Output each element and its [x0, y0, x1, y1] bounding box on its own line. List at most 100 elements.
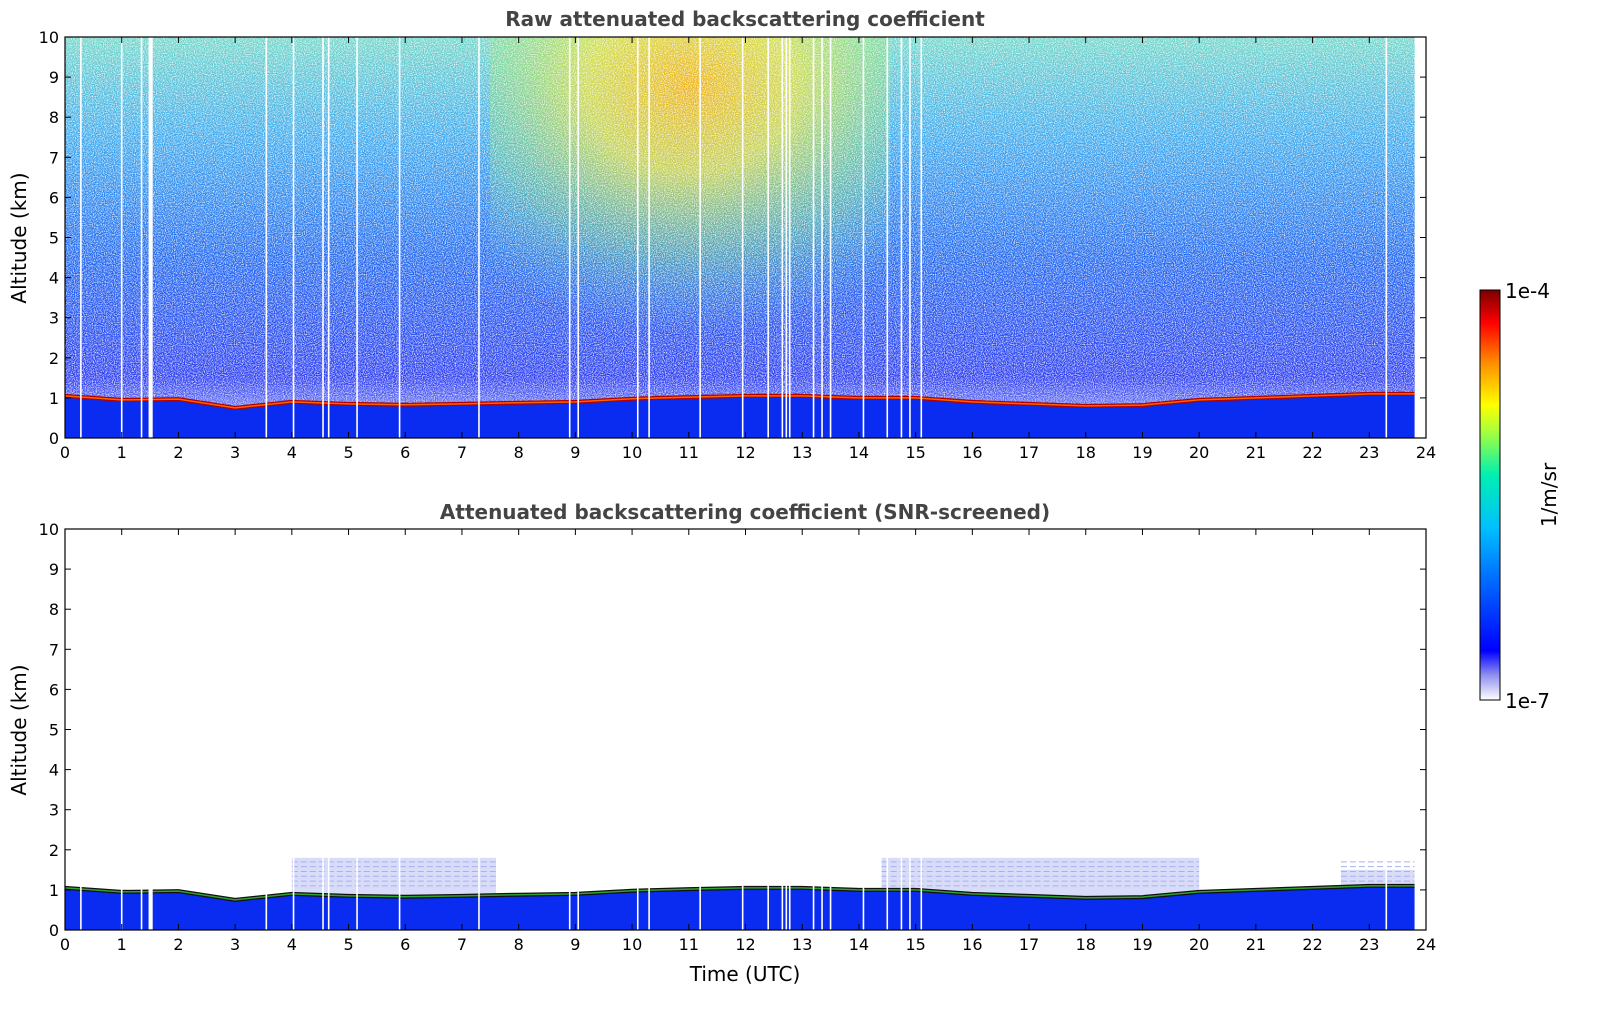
y-tick-label: 4 — [49, 761, 59, 780]
data-gap — [829, 37, 832, 438]
y-tick-label: 6 — [49, 188, 59, 207]
data-gap — [356, 529, 358, 930]
x-tick-label: 21 — [1246, 935, 1266, 954]
data-gap — [327, 37, 330, 438]
x-tick-label: 9 — [570, 443, 580, 462]
data-gap — [909, 529, 911, 930]
data-gap — [327, 529, 330, 930]
x-tick-label: 20 — [1189, 443, 1209, 462]
x-tick-label: 14 — [849, 935, 869, 954]
x-tick-label: 21 — [1246, 443, 1266, 462]
x-tick-label: 18 — [1076, 935, 1096, 954]
x-tick-label: 18 — [1076, 443, 1096, 462]
x-tick-label: 0 — [60, 443, 70, 462]
x-tick-label: 19 — [1132, 935, 1152, 954]
x-tick-label: 24 — [1416, 935, 1436, 954]
y-tick-label: 5 — [49, 721, 59, 740]
x-tick-label: 16 — [962, 443, 982, 462]
y-tick-label: 2 — [49, 349, 59, 368]
y-tick-label: 4 — [49, 269, 59, 288]
colorbar-min-label: 1e-7 — [1505, 689, 1550, 713]
x-tick-label: 22 — [1302, 443, 1322, 462]
x-tick-label: 9 — [570, 935, 580, 954]
y-tick-label: 1 — [49, 881, 59, 900]
data-gap — [821, 529, 823, 930]
data-gap — [398, 529, 401, 930]
y-tick-label: 2 — [49, 841, 59, 860]
colorbar-unit-label: 1/m/sr — [1537, 462, 1561, 527]
x-tick-label: 7 — [457, 443, 467, 462]
y-tick-label: 7 — [49, 148, 59, 167]
data-gap — [909, 37, 911, 438]
data-gap — [920, 37, 923, 438]
x-tick-label: 8 — [514, 443, 524, 462]
y-tick-label: 9 — [49, 560, 59, 579]
x-tick-label: 23 — [1359, 443, 1379, 462]
x-tick-label: 14 — [849, 443, 869, 462]
data-gap — [80, 529, 82, 930]
screened-backscatter-panel: Attenuated backscattering coefficient (S… — [7, 500, 1436, 986]
x-tick-label: 22 — [1302, 935, 1322, 954]
data-gap — [292, 37, 295, 438]
data-gap — [788, 529, 791, 930]
data-gap — [821, 37, 823, 438]
x-tick-label: 19 — [1132, 443, 1152, 462]
data-gap — [788, 37, 791, 438]
data-gap — [767, 37, 769, 438]
data-gap — [741, 37, 744, 438]
x-tick-label: 17 — [1019, 935, 1039, 954]
data-gap — [900, 529, 903, 930]
data-gap — [149, 37, 153, 438]
data-gap — [568, 529, 571, 930]
data-gap — [699, 37, 701, 438]
data-gap — [886, 37, 889, 438]
y-tick-label: 10 — [39, 520, 59, 539]
x-tick-label: 0 — [60, 935, 70, 954]
x-tick-label: 23 — [1359, 935, 1379, 954]
raw-backscatter-panel: Raw attenuated backscattering coefficien… — [7, 7, 1436, 462]
noise-texture — [65, 37, 1415, 438]
data-gap — [741, 529, 744, 930]
data-gap — [648, 529, 650, 930]
x-tick-label: 11 — [679, 935, 699, 954]
colorbar-scale — [1479, 289, 1501, 701]
data-gap — [478, 37, 480, 438]
data-gap — [577, 529, 580, 930]
data-gap — [568, 37, 571, 438]
y-tick-label: 3 — [49, 309, 59, 328]
y-axis-label: Altitude (km) — [7, 172, 31, 303]
data-gap — [1385, 529, 1388, 930]
x-tick-label: 15 — [905, 935, 925, 954]
x-tick-label: 12 — [735, 935, 755, 954]
x-tick-label: 3 — [230, 443, 240, 462]
data-gap — [120, 37, 123, 438]
data-gap — [785, 37, 788, 438]
x-tick-label: 11 — [679, 443, 699, 462]
y-tick-label: 3 — [49, 801, 59, 820]
data-gap — [265, 529, 268, 930]
x-tick-label: 1 — [117, 935, 127, 954]
data-gap — [80, 37, 82, 438]
x-tick-label: 17 — [1019, 443, 1039, 462]
data-gap — [1385, 37, 1388, 438]
boundary-layer-top-edge — [65, 885, 1415, 901]
y-axis-label: Altitude (km) — [7, 664, 31, 795]
y-tick-label: 8 — [49, 600, 59, 619]
x-tick-label: 1 — [117, 443, 127, 462]
x-tick-label: 5 — [343, 443, 353, 462]
data-gap — [829, 529, 832, 930]
x-tick-label: 4 — [287, 443, 297, 462]
x-tick-label: 20 — [1189, 935, 1209, 954]
y-tick-label: 8 — [49, 108, 59, 127]
y-tick-label: 0 — [49, 429, 59, 448]
y-tick-label: 10 — [39, 28, 59, 47]
data-gap — [398, 37, 401, 438]
x-tick-label: 12 — [735, 443, 755, 462]
x-tick-label: 13 — [792, 935, 812, 954]
data-gap — [577, 37, 580, 438]
data-gap — [636, 529, 639, 930]
data-gap — [886, 529, 889, 930]
x-tick-label: 8 — [514, 935, 524, 954]
x-tick-label: 13 — [792, 443, 812, 462]
x-tick-label: 16 — [962, 935, 982, 954]
